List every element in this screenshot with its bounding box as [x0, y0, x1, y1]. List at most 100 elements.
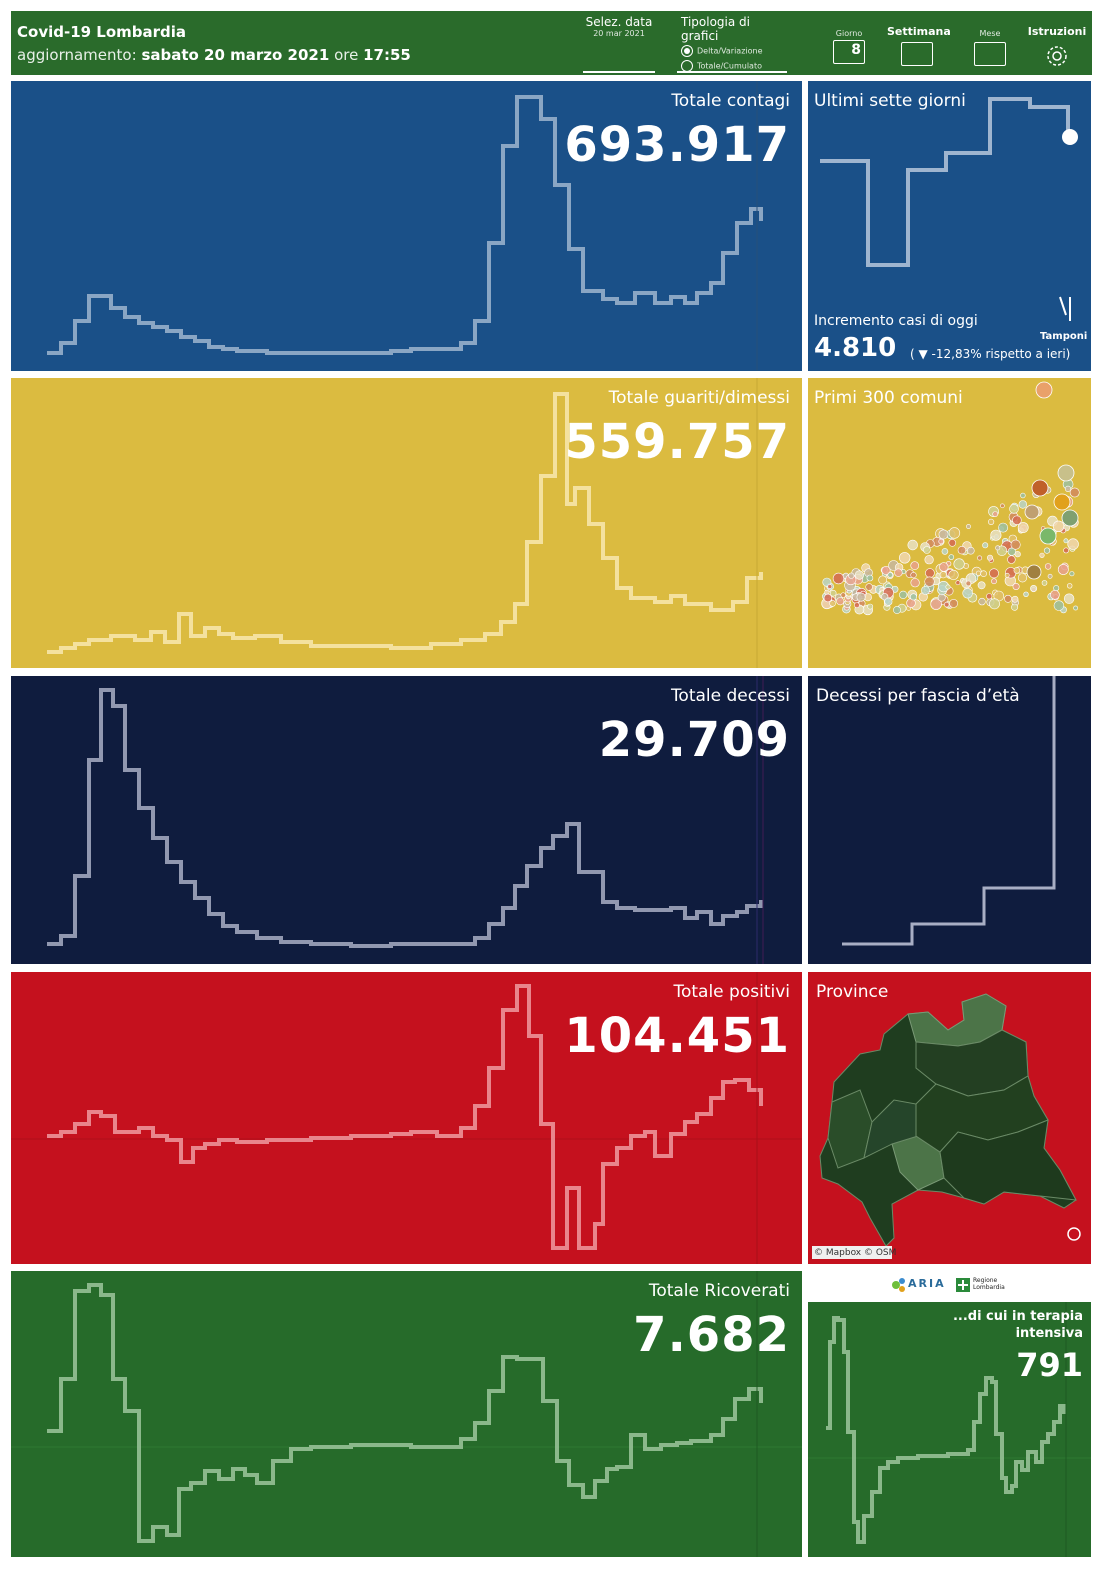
map-credit: © Mapbox © OSM — [814, 1248, 897, 1258]
guariti-title: Totale guariti/dimessi — [608, 388, 790, 408]
comune-bubble — [948, 554, 955, 560]
comune-bubble — [987, 554, 994, 561]
comune-bubble — [962, 588, 973, 599]
fascia-eta-chart — [842, 676, 1056, 946]
comune-bubble — [894, 568, 903, 577]
comune-bubble — [1041, 580, 1048, 586]
option-delta[interactable]: Delta/Variazione — [677, 45, 787, 57]
btn-giorno[interactable]: Giorno 8 — [829, 11, 869, 73]
comune-bubble — [977, 555, 983, 561]
comune-bubble — [881, 566, 891, 576]
comune-bubble-large — [1061, 509, 1079, 527]
comune-bubble — [998, 522, 1008, 533]
comune-bubble — [938, 529, 949, 540]
comune-bubble — [937, 593, 946, 602]
comune-bubble — [991, 578, 997, 585]
comune-bubble — [856, 592, 866, 602]
comune-bubble — [990, 529, 1002, 541]
comune-bubble — [848, 572, 855, 579]
btn-istruzioni[interactable]: Istruzioni — [1027, 11, 1087, 73]
comune-bubble — [925, 568, 935, 578]
comune-bubble — [938, 538, 944, 545]
comune-bubble — [865, 583, 873, 591]
comune-bubble — [978, 597, 986, 606]
test-tube-icon — [1059, 296, 1071, 321]
comune-bubble — [939, 562, 949, 572]
comune-bubble — [1052, 520, 1065, 533]
comune-bubble — [1009, 504, 1019, 514]
panel-primi-300-comuni[interactable]: Primi 300 comuni — [808, 378, 1091, 668]
calendar-month-icon — [974, 42, 1006, 66]
terapia-value: 791 — [1016, 1346, 1083, 1384]
comune-bubble — [1004, 572, 1010, 578]
gear-icon — [1047, 46, 1067, 66]
sette-giorni-chart — [820, 97, 1078, 267]
comune-bubble — [966, 524, 971, 529]
comune-bubble — [930, 598, 942, 610]
terapia-line-chart — [808, 1302, 1091, 1557]
comune-bubble — [840, 592, 846, 598]
comune-bubble — [955, 580, 961, 586]
comune-bubble — [1011, 603, 1019, 611]
fascia-eta-title: Decessi per fascia d’età — [816, 686, 1020, 706]
comune-bubble — [921, 585, 930, 595]
comune-bubble — [1073, 605, 1078, 611]
radio-selected-icon — [681, 45, 693, 57]
comune-bubble — [1000, 503, 1005, 509]
panel-guariti[interactable]: Totale guariti/dimessi 559.757 — [11, 378, 802, 668]
comune-bubble — [967, 546, 975, 555]
comune-bubble — [1053, 600, 1065, 611]
comune-bubble — [1044, 563, 1052, 570]
zoom-icon — [1067, 1227, 1081, 1241]
comune-bubble — [910, 578, 920, 588]
comune-bubble — [1069, 487, 1080, 498]
incremento-change: ( ▼ -12,83% rispetto a ieri) — [910, 347, 1071, 361]
comune-bubble — [829, 589, 837, 597]
comune-bubble — [924, 576, 935, 587]
contagi-value: 693.917 — [564, 117, 790, 173]
comune-bubble — [1017, 573, 1028, 583]
comune-bubble — [910, 572, 917, 579]
province-map[interactable] — [808, 972, 1091, 1264]
panel-terapia-intensiva[interactable]: ...di cui in terapia intensiva 791 — [808, 1302, 1091, 1557]
comune-bubble — [910, 593, 918, 601]
panel-decessi-fascia-eta[interactable]: Decessi per fascia d’età — [808, 676, 1091, 964]
comune-bubble — [992, 511, 999, 517]
panel-ultimi-sette-giorni[interactable]: Ultimi sette giorni Incremento casi di o… — [808, 81, 1091, 371]
comune-bubble — [965, 580, 972, 587]
btn-mese[interactable]: Mese — [965, 11, 1015, 73]
comune-bubble — [941, 548, 949, 555]
comuni-title: Primi 300 comuni — [814, 388, 963, 408]
panel-contagi[interactable]: Totale contagi 693.917 — [11, 81, 802, 371]
panel-decessi[interactable]: Totale decessi 29.709 — [11, 676, 802, 964]
comune-bubble — [977, 581, 986, 590]
aria-logo-icon — [892, 1278, 970, 1292]
comuni-bubble-chart — [821, 381, 1080, 616]
panel-ricoverati[interactable]: Totale Ricoverati 7.682 — [11, 1271, 802, 1557]
aria-logo-text: ARIA — [908, 1277, 946, 1290]
ricoverati-line-chart — [11, 1271, 802, 1557]
comune-bubble — [907, 539, 918, 551]
comune-bubble-large — [1024, 504, 1040, 520]
comune-bubble — [1043, 547, 1051, 554]
comune-bubble — [898, 552, 911, 564]
comune-bubble — [1039, 552, 1045, 558]
contagi-title: Totale contagi — [671, 91, 790, 111]
comune-bubble — [866, 574, 874, 582]
comune-bubble — [953, 558, 965, 570]
sette-giorni-title: Ultimi sette giorni — [814, 91, 966, 111]
tamponi-link[interactable]: Tamponi — [1040, 331, 1088, 342]
panel-positivi[interactable]: Totale positivi 104.451 — [11, 972, 802, 1264]
comune-bubble — [957, 546, 967, 555]
comune-bubble — [878, 575, 888, 585]
chart-type-selector: Tipologia di grafici Delta/Variazione To… — [677, 11, 787, 73]
comune-bubble — [1053, 585, 1060, 592]
btn-settimana[interactable]: Settimana — [887, 11, 951, 73]
comune-bubble — [949, 598, 958, 608]
comune-bubble — [1020, 492, 1026, 499]
comune-bubble — [989, 568, 999, 579]
date-selector[interactable]: Selez. data 20 mar 2021 — [583, 11, 655, 73]
comune-bubble — [884, 597, 893, 606]
comune-bubble — [1064, 485, 1072, 492]
panel-province[interactable]: Province © Mapbox © OSM — [808, 972, 1091, 1264]
